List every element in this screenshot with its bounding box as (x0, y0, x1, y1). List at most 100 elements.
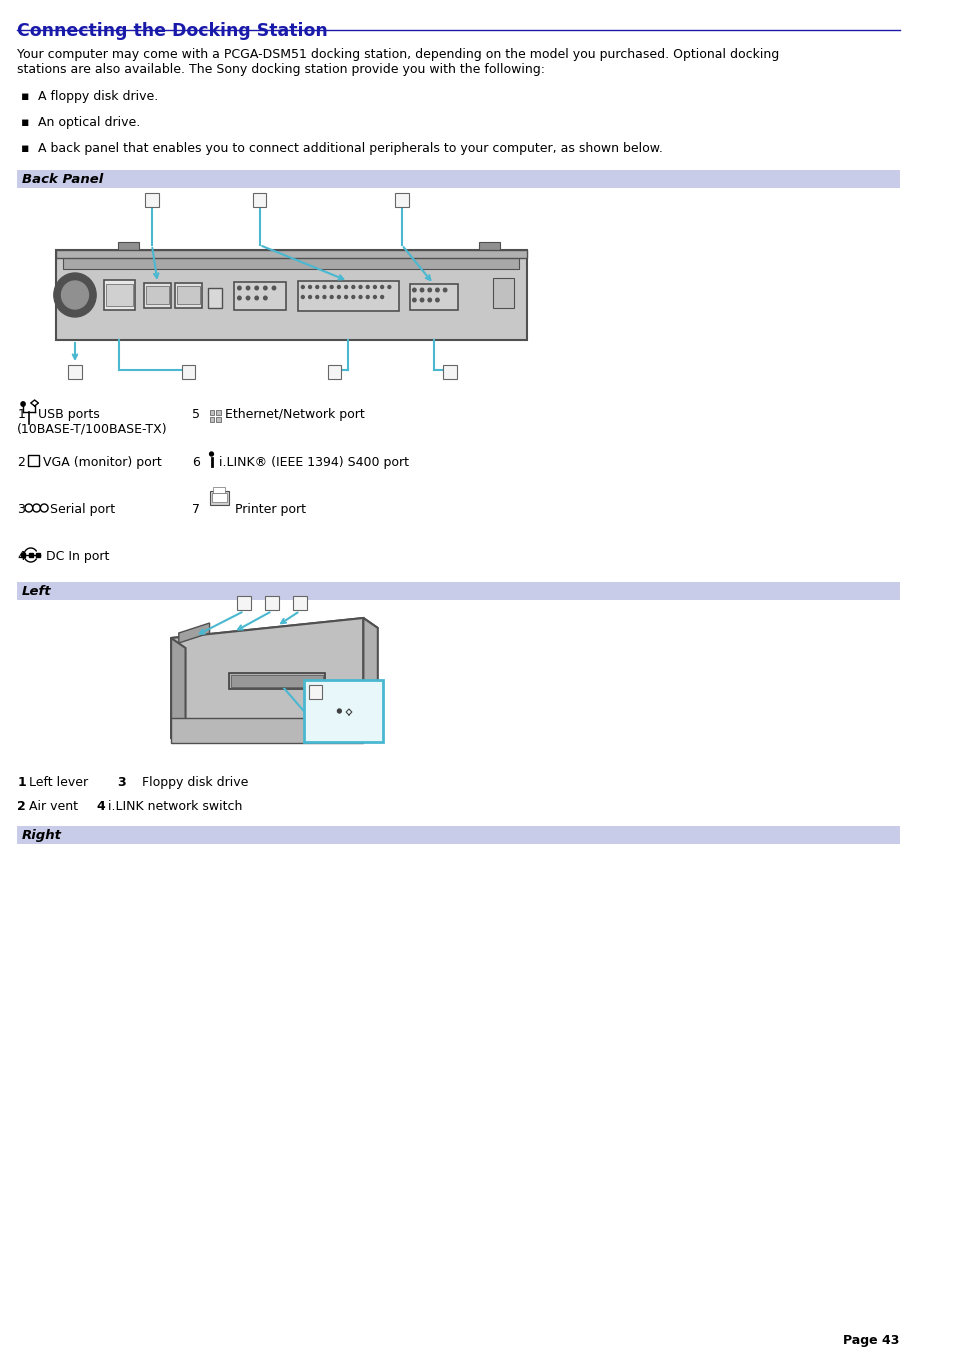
Circle shape (323, 285, 326, 289)
Bar (146, 286, 169, 304)
Bar (55, 250, 526, 258)
Text: 7: 7 (446, 367, 453, 378)
Bar (212, 493, 227, 503)
Bar (17, 170, 899, 188)
Circle shape (344, 285, 347, 289)
Bar (28, 455, 39, 466)
Text: 4: 4 (96, 800, 105, 813)
Bar (233, 282, 286, 309)
Text: ▪: ▪ (21, 91, 30, 103)
Bar (174, 282, 202, 308)
Circle shape (254, 296, 258, 300)
Circle shape (272, 286, 275, 290)
Text: 2: 2 (17, 800, 26, 813)
Text: VGA (monitor) port: VGA (monitor) port (43, 457, 162, 469)
Bar (210, 417, 214, 422)
Circle shape (436, 299, 438, 301)
Text: Ethernet/Network port: Ethernet/Network port (225, 408, 364, 422)
Circle shape (301, 285, 304, 289)
Circle shape (330, 285, 333, 289)
Circle shape (352, 285, 355, 289)
Circle shape (337, 709, 341, 713)
Bar (395, 193, 408, 207)
Text: DC In port: DC In port (46, 550, 110, 563)
Bar (231, 676, 323, 688)
Text: 6: 6 (193, 457, 200, 469)
Circle shape (413, 288, 416, 292)
Bar (293, 596, 306, 611)
Text: 1: 1 (17, 408, 25, 422)
Text: ▪: ▪ (21, 116, 30, 128)
Circle shape (420, 299, 423, 301)
Text: USB ports: USB ports (38, 408, 100, 422)
Bar (118, 242, 139, 254)
Circle shape (237, 296, 241, 300)
Bar (493, 278, 514, 308)
Circle shape (366, 285, 369, 289)
Circle shape (308, 296, 312, 299)
Circle shape (380, 296, 383, 299)
Circle shape (436, 288, 438, 292)
Circle shape (358, 296, 361, 299)
Bar (328, 365, 341, 380)
Bar (171, 717, 363, 743)
Text: Page 43: Page 43 (842, 1333, 899, 1347)
Text: 3: 3 (117, 775, 126, 789)
Text: 5: 5 (193, 408, 200, 422)
Bar (303, 680, 382, 742)
Polygon shape (171, 638, 185, 738)
Circle shape (366, 296, 369, 299)
Bar (297, 281, 398, 311)
Circle shape (246, 296, 250, 300)
Text: 3: 3 (398, 196, 405, 205)
Text: 1: 1 (149, 196, 155, 205)
Bar (443, 365, 456, 380)
Text: 5: 5 (185, 367, 192, 378)
Bar (237, 596, 251, 611)
Circle shape (374, 296, 376, 299)
Circle shape (443, 288, 446, 292)
Bar (210, 490, 229, 505)
Circle shape (301, 296, 304, 299)
Polygon shape (363, 617, 377, 717)
Circle shape (61, 281, 89, 309)
Circle shape (428, 299, 431, 301)
Bar (145, 193, 158, 207)
Bar (17, 825, 899, 844)
Circle shape (315, 285, 318, 289)
Text: 1: 1 (240, 598, 247, 609)
Text: 2: 2 (269, 598, 275, 609)
Text: A back panel that enables you to connect additional peripherals to your computer: A back panel that enables you to connect… (38, 142, 662, 155)
Text: (10BASE-T/100BASE-TX): (10BASE-T/100BASE-TX) (17, 423, 168, 436)
Text: Connecting the Docking Station: Connecting the Docking Station (17, 22, 328, 41)
Bar (208, 288, 222, 308)
Text: 4: 4 (312, 688, 318, 698)
Circle shape (380, 285, 383, 289)
Text: 6: 6 (331, 367, 337, 378)
Bar (104, 280, 134, 309)
Circle shape (263, 286, 267, 290)
Circle shape (330, 296, 333, 299)
Bar (69, 365, 82, 380)
Text: Right: Right (22, 830, 62, 842)
Circle shape (337, 285, 340, 289)
Circle shape (246, 286, 250, 290)
Polygon shape (171, 617, 363, 738)
Text: 7: 7 (193, 503, 200, 516)
Text: 2: 2 (256, 196, 263, 205)
Polygon shape (178, 623, 210, 643)
Circle shape (237, 286, 241, 290)
Polygon shape (171, 617, 377, 648)
Text: Back Panel: Back Panel (22, 173, 103, 186)
Circle shape (254, 286, 258, 290)
Circle shape (323, 296, 326, 299)
Text: Floppy disk drive: Floppy disk drive (142, 775, 249, 789)
Bar (210, 409, 214, 415)
Bar (55, 250, 526, 340)
Text: i.LINK® (IEEE 1394) S400 port: i.LINK® (IEEE 1394) S400 port (219, 457, 409, 469)
Text: Printer port: Printer port (234, 503, 305, 516)
Text: stations are also available. The Sony docking station provide you with the follo: stations are also available. The Sony do… (17, 63, 545, 76)
Circle shape (420, 288, 423, 292)
Bar (478, 242, 499, 254)
Text: i.LINK network switch: i.LINK network switch (108, 800, 242, 813)
